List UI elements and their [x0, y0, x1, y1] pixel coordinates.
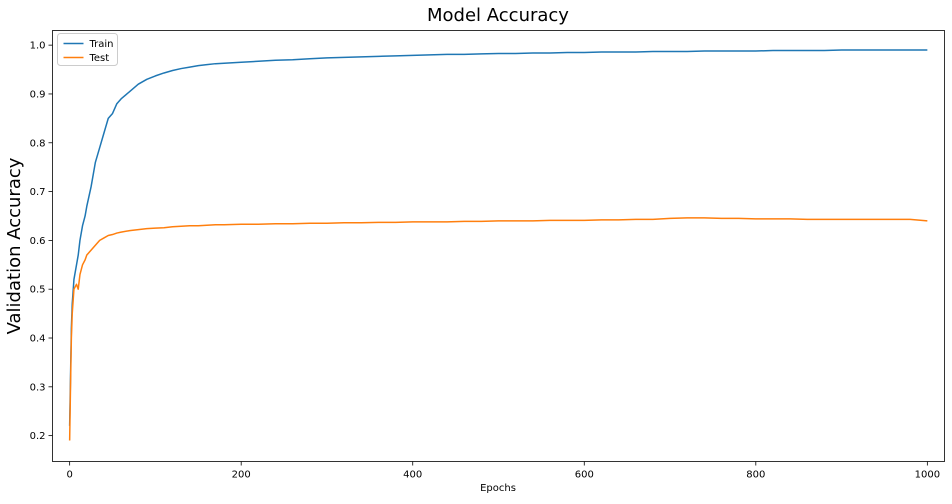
legend: Train Test — [57, 33, 118, 66]
series-layer — [68, 49, 928, 441]
y-tick-label: 1.0 — [30, 41, 46, 52]
y-tick-label: 0.2 — [30, 431, 46, 442]
y-tick-label: 0.4 — [30, 334, 46, 345]
plot-area-frame — [52, 30, 945, 462]
x-tick-label: 1000 — [915, 470, 940, 481]
x-tick-label: 800 — [746, 470, 765, 481]
y-tick-label: 0.9 — [30, 89, 46, 100]
y-tick-label: 0.8 — [30, 138, 46, 149]
y-tick-label: 0.3 — [30, 382, 46, 393]
x-tick-label: 400 — [403, 470, 422, 481]
y-tick-label: 0.5 — [30, 285, 46, 296]
y-tick-label: 0.7 — [30, 187, 46, 198]
x-tick-label: 200 — [232, 470, 251, 481]
series-line-test — [68, 217, 928, 441]
x-tick-label: 0 — [66, 470, 72, 481]
y-axis-label: Validation Accuracy — [4, 157, 25, 334]
y-tick-label: 0.6 — [30, 236, 46, 247]
legend-label-test: Test — [89, 53, 110, 64]
chart-title: Model Accuracy — [427, 5, 569, 26]
legend-label-train: Train — [89, 39, 114, 50]
series-line-train — [68, 49, 928, 426]
ticks-layer: 0 200 400 600 800 1000 0.2 0.3 0.4 0.5 0.6 0.7 0.8 0.… — [30, 41, 940, 481]
x-axis-label: Epochs — [480, 483, 516, 494]
x-tick-label: 600 — [575, 470, 594, 481]
